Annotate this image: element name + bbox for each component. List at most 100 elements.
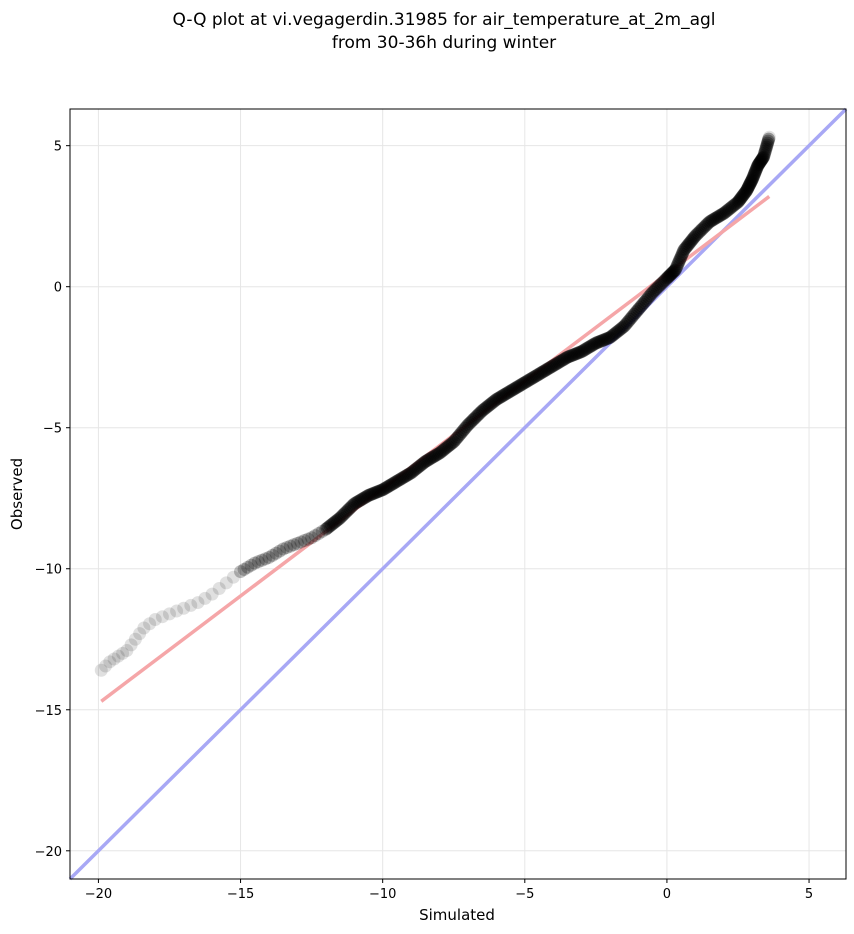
data-point xyxy=(756,151,770,165)
data-point xyxy=(512,379,526,393)
data-point xyxy=(499,387,513,401)
chart-title-line-1: Q-Q plot at vi.vegagerdin.31985 for air_… xyxy=(172,10,715,30)
data-point xyxy=(498,387,512,401)
data-point xyxy=(406,465,420,479)
data-point xyxy=(373,484,387,498)
data-point xyxy=(417,456,431,470)
data-point xyxy=(754,154,768,168)
data-point xyxy=(305,531,319,545)
data-point xyxy=(761,136,775,150)
data-point xyxy=(411,460,425,474)
data-point xyxy=(464,415,478,429)
data-point xyxy=(322,520,336,534)
data-point xyxy=(553,354,567,368)
data-point xyxy=(593,334,607,348)
data-point xyxy=(205,587,219,601)
data-point xyxy=(379,481,393,495)
data-point xyxy=(568,347,582,361)
data-point xyxy=(745,174,759,188)
data-point xyxy=(508,382,522,396)
data-point xyxy=(340,504,354,518)
data-point xyxy=(489,393,503,407)
data-point xyxy=(679,240,693,254)
data-point xyxy=(506,382,520,396)
data-point xyxy=(602,331,616,345)
data-point xyxy=(614,321,628,335)
data-point xyxy=(509,381,523,395)
data-point xyxy=(410,461,424,475)
data-point xyxy=(319,522,333,536)
data-point xyxy=(467,412,481,426)
data-point xyxy=(398,469,412,483)
data-point xyxy=(523,372,537,386)
data-point xyxy=(519,375,533,389)
data-point xyxy=(754,153,768,167)
data-point xyxy=(433,446,447,460)
data-point xyxy=(336,508,350,522)
data-point xyxy=(401,468,415,482)
data-point xyxy=(323,519,337,533)
data-point xyxy=(536,365,550,379)
data-point xyxy=(560,350,574,364)
data-point xyxy=(477,403,491,417)
data-point xyxy=(237,562,251,576)
data-point xyxy=(357,491,371,505)
data-point xyxy=(708,211,722,225)
data-point xyxy=(759,140,773,154)
data-point xyxy=(394,472,408,486)
data-point xyxy=(612,324,626,338)
data-point xyxy=(376,483,390,497)
data-point xyxy=(613,323,627,337)
data-point xyxy=(637,295,651,309)
data-point xyxy=(739,185,753,199)
data-point xyxy=(688,229,702,243)
data-point xyxy=(633,301,647,315)
data-point xyxy=(212,581,226,595)
x-tick-label-4: 0 xyxy=(663,887,671,902)
data-point xyxy=(364,487,378,501)
data-point xyxy=(583,339,597,353)
data-point xyxy=(191,596,205,610)
data-point xyxy=(662,270,676,284)
data-point xyxy=(273,544,287,558)
data-point xyxy=(434,445,448,459)
data-point xyxy=(641,290,655,304)
y-axis-label: Observed xyxy=(8,458,26,530)
data-point xyxy=(330,513,344,527)
data-point xyxy=(325,518,339,532)
data-point xyxy=(673,253,687,267)
data-point xyxy=(730,196,744,210)
data-point xyxy=(514,378,528,392)
data-point xyxy=(683,236,697,250)
data-point xyxy=(623,312,637,326)
data-point xyxy=(700,218,714,232)
data-point xyxy=(674,249,688,263)
data-point xyxy=(545,360,559,374)
data-point xyxy=(610,325,624,339)
data-point xyxy=(430,448,444,462)
data-point xyxy=(116,646,130,660)
data-point xyxy=(691,226,705,240)
data-point xyxy=(255,553,269,567)
data-point xyxy=(626,309,640,323)
data-point xyxy=(636,297,650,311)
data-point xyxy=(482,398,496,412)
data-point xyxy=(437,443,451,457)
data-point xyxy=(734,191,748,205)
x-tick-label-1: −15 xyxy=(227,887,254,902)
data-point xyxy=(634,299,648,313)
data-point xyxy=(491,392,505,406)
data-point xyxy=(740,184,754,198)
data-point xyxy=(538,364,552,378)
data-point xyxy=(668,263,682,277)
data-point xyxy=(381,479,395,493)
data-point xyxy=(715,207,729,221)
data-point xyxy=(484,397,498,411)
data-point xyxy=(374,483,388,497)
data-point xyxy=(468,411,482,425)
data-point xyxy=(590,336,604,350)
data-point xyxy=(747,168,761,182)
data-point xyxy=(640,292,654,306)
data-point xyxy=(460,420,474,434)
data-point xyxy=(478,402,492,416)
